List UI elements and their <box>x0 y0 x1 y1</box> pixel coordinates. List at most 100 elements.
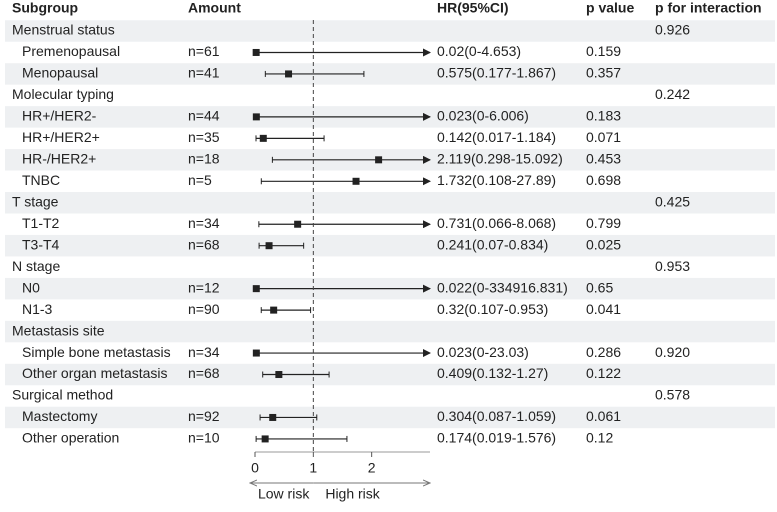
point-estimate <box>275 371 283 379</box>
point-estimate <box>252 113 260 121</box>
p-value: 0.65 <box>586 279 613 295</box>
estimate-label: 2.119(0.298-15.092) <box>437 151 563 167</box>
point-estimate <box>285 70 293 78</box>
group-name: Menstrual status <box>12 22 115 38</box>
p-value: 0.183 <box>586 108 621 124</box>
p-interaction: 0.926 <box>655 22 690 38</box>
group-name: N stage <box>12 258 60 274</box>
point-estimate <box>294 220 302 228</box>
estimate-label: 0.241(0.07-0.834) <box>437 236 548 252</box>
estimate-label: 0.142(0.017-1.184) <box>437 129 556 145</box>
p-value: 0.122 <box>586 365 621 381</box>
p-interaction: 0.242 <box>655 86 690 102</box>
subgroup-name: HR+/HER2- <box>22 108 97 124</box>
subgroup-name: HR+/HER2+ <box>22 129 100 145</box>
subgroup-name: T3-T4 <box>22 236 60 252</box>
subgroup-name: T1-T2 <box>22 215 60 231</box>
p-interaction: 0.425 <box>655 193 690 209</box>
x-tick-label: 1 <box>309 460 317 476</box>
row-shade <box>5 406 775 429</box>
subgroup-name: N1-3 <box>22 301 53 317</box>
point-estimate <box>252 349 260 357</box>
point-estimate <box>265 242 273 250</box>
high-risk-label: High risk <box>325 486 380 502</box>
point-estimate <box>269 413 277 421</box>
x-tick-label: 2 <box>368 460 376 476</box>
subgroup-name: TNBC <box>22 172 60 188</box>
estimate-label: 0.32(0.107-0.953) <box>437 301 548 317</box>
p-value: 0.041 <box>586 301 621 317</box>
estimate-label: 0.023(0-6.006) <box>437 108 529 124</box>
p-value: 0.698 <box>586 172 621 188</box>
p-value: 0.12 <box>586 430 613 446</box>
point-estimate <box>261 435 269 443</box>
point-estimate <box>252 48 260 56</box>
estimate-label: 0.022(0-334916.831) <box>437 279 568 295</box>
subgroup-name: Other organ metastasis <box>22 365 168 381</box>
amount: n=12 <box>188 279 220 295</box>
subgroup-name: Mastectomy <box>22 408 97 424</box>
point-estimate <box>252 285 260 293</box>
p-interaction: 0.578 <box>655 387 690 403</box>
amount: n=35 <box>188 129 220 145</box>
group-name: T stage <box>12 193 59 209</box>
p-value: 0.071 <box>586 129 621 145</box>
header-amount: Amount <box>188 0 241 16</box>
p-value: 0.799 <box>586 215 621 231</box>
x-tick-label: 0 <box>251 460 259 476</box>
amount: n=34 <box>188 344 220 360</box>
estimate-label: 0.409(0.132-1.27) <box>437 365 548 381</box>
estimate-label: 0.02(0-4.653) <box>437 43 521 59</box>
group-name: Molecular typing <box>12 86 114 102</box>
subgroup-name: Premenopausal <box>22 43 120 59</box>
point-estimate <box>375 156 383 164</box>
row-shade <box>5 192 775 214</box>
amount: n=90 <box>188 301 220 317</box>
subgroup-name: HR-/HER2+ <box>22 151 96 167</box>
p-value: 0.453 <box>586 151 621 167</box>
marks <box>252 48 431 443</box>
point-estimate <box>352 177 360 185</box>
estimate-label: 0.304(0.087-1.059) <box>437 408 556 424</box>
row-shade <box>5 20 775 42</box>
estimate-label: 0.023(0-23.03) <box>437 344 529 360</box>
estimate-label: 0.575(0.177-1.867) <box>437 65 556 81</box>
amount: n=34 <box>188 215 220 231</box>
estimate-label: 0.731(0.066-8.068) <box>437 215 556 231</box>
subgroup-name: Simple bone metastasis <box>22 344 171 360</box>
subgroup-name: N0 <box>22 279 40 295</box>
row-shade <box>5 63 775 85</box>
group-name: Surgical method <box>12 387 113 403</box>
estimate-label: 1.732(0.108-27.89) <box>437 172 556 188</box>
header-estimate: HR(95%CI) <box>437 0 509 16</box>
point-estimate <box>270 306 278 314</box>
amount: n=44 <box>188 108 220 124</box>
subgroup-name: Menopausal <box>22 65 98 81</box>
amount: n=18 <box>188 151 220 167</box>
header-p: p value <box>586 0 634 16</box>
amount: n=10 <box>188 430 220 446</box>
p-interaction: 0.920 <box>655 344 690 360</box>
row-shade <box>5 234 775 257</box>
row-shade <box>5 363 775 386</box>
p-value: 0.061 <box>586 408 621 424</box>
subgroup-name: Other operation <box>22 430 119 446</box>
amount: n=68 <box>188 236 220 252</box>
low-risk-label: Low risk <box>258 486 310 502</box>
amount: n=61 <box>188 43 220 59</box>
group-name: Metastasis site <box>12 322 105 338</box>
amount: n=68 <box>188 365 220 381</box>
p-value: 0.286 <box>586 344 621 360</box>
p-value: 0.159 <box>586 43 621 59</box>
amount: n=41 <box>188 65 220 81</box>
p-value: 0.025 <box>586 236 621 252</box>
row-shade <box>5 320 775 343</box>
amount: n=5 <box>188 172 212 188</box>
amount: n=92 <box>188 408 220 424</box>
header-subgroup: Subgroup <box>12 0 78 16</box>
point-estimate <box>259 134 267 142</box>
p-value: 0.357 <box>586 65 621 81</box>
p-interaction: 0.953 <box>655 258 690 274</box>
estimate-label: 0.174(0.019-1.576) <box>437 430 556 446</box>
